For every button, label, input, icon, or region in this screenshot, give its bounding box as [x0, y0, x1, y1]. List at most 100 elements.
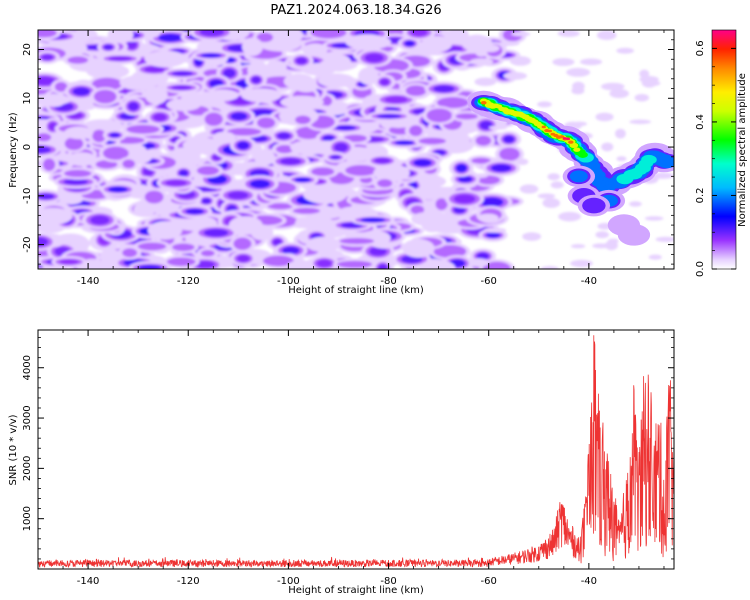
heatmap-blob [596, 30, 617, 40]
heatmap-blob [511, 31, 531, 37]
heatmap-blob [63, 178, 89, 185]
heatmap-blob [64, 137, 84, 151]
heatmap-blob [310, 30, 347, 39]
heatmap-blob [455, 163, 468, 173]
heatmap-blob [90, 215, 110, 225]
heatmap-blob [108, 186, 128, 193]
snr-frame [37, 329, 675, 570]
snr-y-label: SNR (10 * v/v) [8, 414, 19, 485]
heatmap-blob [648, 254, 662, 260]
spectrogram-x-tick-label: -80 [380, 276, 396, 287]
heatmap-blob [488, 125, 508, 130]
heatmap-blob [280, 95, 324, 109]
heatmap-blob [453, 194, 476, 204]
heatmap-blob [595, 112, 614, 122]
heatmap-blob [290, 140, 328, 155]
colorbar: 0.0 0.2 0.4 0.6 Normalized spectral amplitu… [695, 29, 748, 277]
spectrogram-y-tick-label: 0 [22, 144, 33, 150]
heatmap-blob [38, 193, 55, 200]
heatmap-blob [490, 164, 512, 173]
heatmap-blob [557, 30, 580, 38]
heatmap-blob [171, 71, 194, 76]
spectrogram-x-tick-label: -120 [177, 276, 200, 287]
heatmap-blob [410, 30, 428, 37]
heatmap-blob [402, 238, 435, 258]
heatmap-blob [498, 41, 520, 47]
heatmap-blob [485, 232, 501, 238]
spectrogram-y-tick-label: 20 [22, 43, 33, 56]
heatmap-blob [185, 208, 205, 215]
snr-series-line [38, 335, 674, 569]
snr-panel: -140 -120 -100 -80 -60 -40 1000 2000 3000 4000 H… [8, 329, 675, 596]
heatmap-blob [629, 201, 642, 207]
heatmap-blob [475, 173, 488, 178]
heatmap-blob [443, 137, 473, 154]
heatmap-blob [558, 211, 581, 222]
heatmap-blob [276, 132, 291, 140]
colorbar-gradient [711, 29, 737, 270]
heatmap-blob [579, 58, 603, 66]
heatmap-blob [230, 112, 248, 121]
heatmap-blob [228, 216, 263, 235]
heatmap-blob [226, 127, 262, 136]
ridge-contour [641, 154, 657, 165]
heatmap-blob [267, 203, 293, 210]
heatmap-blob [144, 50, 187, 68]
heatmap-blob [413, 158, 432, 167]
heatmap-blob [119, 75, 157, 91]
heatmap-blob [384, 96, 408, 104]
heatmap-blob [126, 40, 138, 50]
heatmap-blob [95, 160, 118, 169]
spectrogram-y-label: Frequency (Hz) [8, 112, 19, 188]
heatmap-blob [38, 93, 71, 106]
heatmap-blob [570, 244, 586, 249]
spectrogram-x-tick-label: -60 [481, 276, 497, 287]
heatmap-blob [144, 86, 168, 105]
heatmap-blob [474, 77, 497, 87]
heatmap-blob [171, 85, 192, 90]
heatmap-blob [503, 71, 528, 80]
heatmap-blob [253, 149, 276, 166]
heatmap-blob [93, 89, 117, 104]
heatmap-blob [516, 158, 529, 166]
heatmap-blob [570, 259, 593, 268]
heatmap-blob [410, 205, 425, 215]
heatmap-blob [227, 191, 249, 200]
spectrogram-y-ticks: -20 -10 0 10 20 [22, 29, 674, 265]
heatmap-blob [418, 137, 446, 145]
heatmap-blob [133, 202, 156, 218]
heatmap-blob [178, 169, 189, 177]
heatmap-blob [322, 135, 335, 142]
heatmap-blob [306, 236, 341, 252]
heatmap-blob [468, 258, 490, 267]
heatmap-blob [172, 243, 195, 252]
heatmap-blob [165, 179, 187, 187]
heatmap-blob [433, 244, 467, 258]
snr-x-tick-label: -140 [77, 576, 100, 587]
colorbar-label: Normalized spectral amplitude [737, 73, 748, 227]
heatmap-blob [334, 125, 357, 131]
heatmap-blob [295, 115, 311, 125]
heatmap-blob [147, 221, 183, 240]
heatmap-blob [418, 175, 447, 188]
heatmap-blob [572, 121, 588, 127]
heatmap-blob [236, 254, 250, 263]
heatmap-blob [152, 113, 167, 122]
heatmap-blob [91, 77, 123, 91]
heatmap-blob [644, 216, 664, 221]
heatmap-blob [122, 159, 136, 169]
heatmap-blob [212, 131, 236, 144]
heatmap-blob [345, 164, 377, 176]
heatmap-blob [126, 124, 160, 134]
heatmap-blob [262, 255, 294, 267]
heatmap-blob [311, 167, 335, 176]
spectrogram-ridge [467, 90, 674, 246]
snr-x-tick-label: -80 [380, 576, 396, 587]
spectrogram-x-tick-label: -100 [277, 276, 300, 287]
heatmap-blob [38, 207, 73, 225]
heatmap-blob [337, 260, 373, 269]
snr-x-label: Height of straight line (km) [288, 585, 424, 596]
heatmap-blob [206, 89, 239, 102]
heatmap-blob [469, 58, 494, 66]
